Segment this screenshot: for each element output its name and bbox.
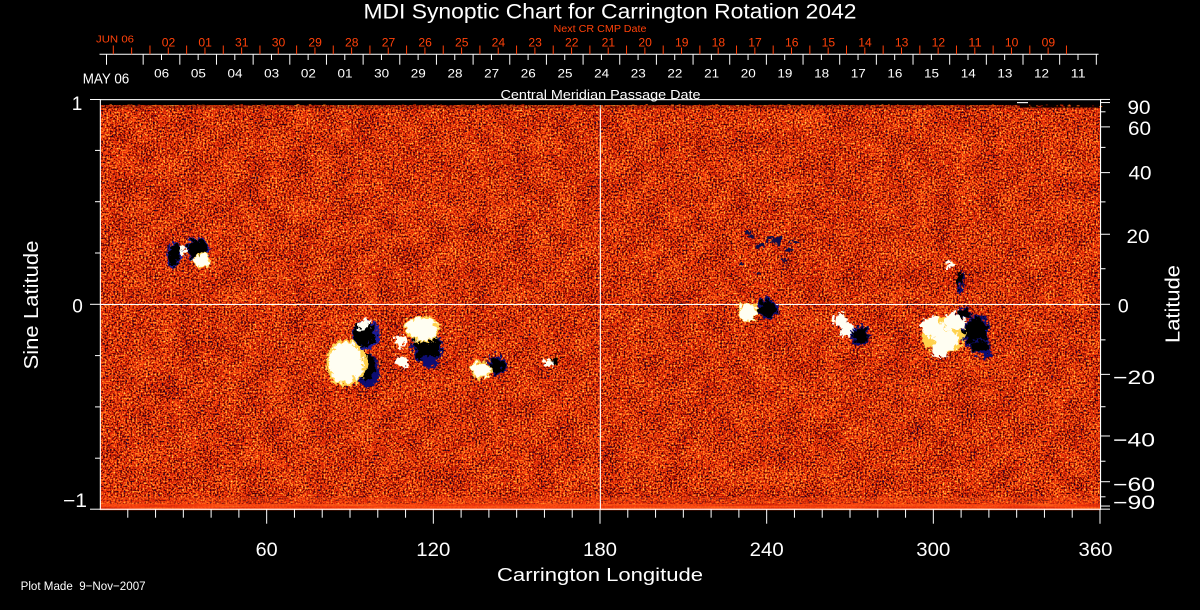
svg-text:24: 24 [492, 35, 506, 49]
svg-text:60: 60 [256, 539, 278, 561]
svg-text:0: 0 [1118, 296, 1129, 318]
svg-text:20: 20 [741, 67, 756, 81]
svg-text:31: 31 [235, 35, 249, 49]
svg-text:−1: −1 [63, 491, 87, 512]
svg-text:11: 11 [968, 35, 982, 49]
svg-text:14: 14 [961, 67, 976, 81]
svg-text:19: 19 [777, 67, 792, 81]
svg-text:22: 22 [565, 35, 579, 49]
svg-text:240: 240 [750, 539, 784, 561]
svg-text:26: 26 [418, 35, 432, 49]
svg-text:04: 04 [228, 67, 243, 81]
svg-text:30: 30 [374, 67, 389, 81]
svg-text:19: 19 [675, 35, 689, 49]
svg-text:28: 28 [447, 67, 462, 81]
svg-text:Sine Latitude: Sine Latitude [21, 241, 43, 370]
svg-text:MAY 06: MAY 06 [83, 71, 130, 87]
svg-text:−40: −40 [1113, 430, 1155, 452]
svg-text:12: 12 [1034, 67, 1049, 81]
svg-text:40: 40 [1129, 163, 1152, 185]
svg-text:21: 21 [704, 67, 719, 81]
svg-text:27: 27 [382, 35, 396, 49]
svg-text:90: 90 [1128, 97, 1151, 119]
svg-text:18: 18 [712, 35, 726, 49]
svg-text:360: 360 [1079, 539, 1113, 561]
svg-text:23: 23 [528, 35, 542, 49]
svg-text:−90: −90 [1113, 492, 1155, 514]
svg-text:22: 22 [667, 67, 682, 81]
svg-text:21: 21 [602, 35, 616, 49]
svg-text:18: 18 [814, 67, 829, 81]
svg-text:Next CR CMP Date: Next CR CMP Date [554, 24, 647, 35]
svg-text:17: 17 [748, 35, 762, 49]
svg-text:13: 13 [997, 67, 1012, 81]
svg-text:02: 02 [301, 67, 316, 81]
svg-text:01: 01 [198, 35, 212, 49]
svg-text:05: 05 [191, 67, 206, 81]
svg-text:06: 06 [154, 67, 169, 81]
svg-text:12: 12 [932, 35, 946, 49]
svg-text:29: 29 [308, 35, 322, 49]
svg-text:24: 24 [594, 67, 609, 81]
svg-text:0: 0 [72, 297, 83, 318]
svg-text:Central Meridian Passage Date: Central Meridian Passage Date [501, 87, 701, 102]
svg-text:15: 15 [822, 35, 836, 49]
svg-text:−60: −60 [1113, 474, 1155, 496]
svg-text:03: 03 [264, 67, 279, 81]
svg-text:180: 180 [583, 539, 617, 561]
svg-text:1: 1 [72, 94, 83, 115]
svg-text:JUN 06: JUN 06 [96, 35, 134, 46]
svg-text:20: 20 [638, 35, 652, 49]
svg-text:23: 23 [631, 67, 646, 81]
svg-text:120: 120 [416, 539, 450, 561]
svg-text:60: 60 [1128, 118, 1151, 140]
svg-text:27: 27 [484, 67, 499, 81]
svg-text:17: 17 [851, 67, 866, 81]
svg-text:13: 13 [895, 35, 909, 49]
svg-text:15: 15 [924, 67, 939, 81]
svg-text:30: 30 [272, 35, 286, 49]
svg-text:−20: −20 [1113, 367, 1155, 389]
svg-text:20: 20 [1127, 226, 1150, 248]
svg-text:300: 300 [916, 539, 950, 561]
svg-text:16: 16 [887, 67, 902, 81]
svg-text:Carrington Longitude: Carrington Longitude [497, 565, 703, 585]
svg-text:Latitude: Latitude [1163, 265, 1185, 343]
svg-text:25: 25 [557, 67, 572, 81]
svg-text:11: 11 [1071, 67, 1086, 81]
svg-text:25: 25 [455, 35, 469, 49]
svg-text:16: 16 [785, 35, 799, 49]
svg-text:MDI Synoptic Chart for Carring: MDI Synoptic Chart for Carrington Rotati… [364, 0, 857, 23]
svg-text:29: 29 [411, 67, 426, 81]
svg-text:01: 01 [338, 67, 353, 81]
svg-text:02: 02 [162, 35, 176, 49]
svg-text:10: 10 [1005, 35, 1019, 49]
svg-text:26: 26 [521, 67, 536, 81]
svg-text:14: 14 [858, 35, 872, 49]
svg-text:28: 28 [345, 35, 359, 49]
svg-text:09: 09 [1042, 35, 1056, 49]
svg-text:Plot Made 9−Nov−2007: Plot Made 9−Nov−2007 [21, 579, 146, 593]
